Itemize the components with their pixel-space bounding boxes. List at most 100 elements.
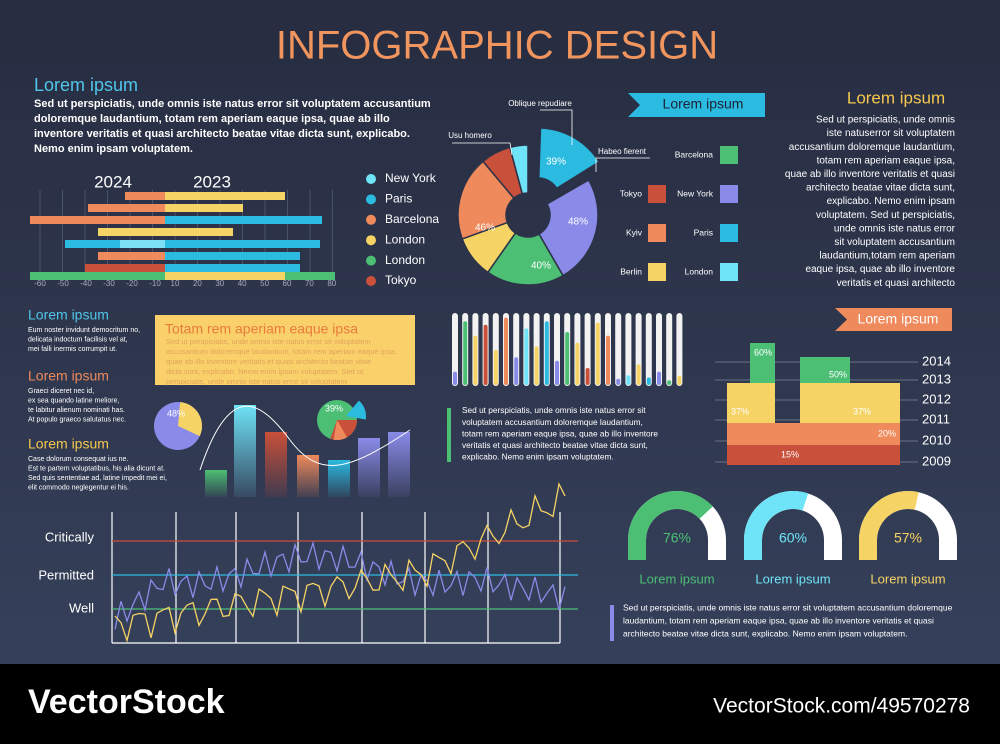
pill [656, 313, 662, 386]
text-line: Nemo enim ipsam voluptatem. [34, 143, 193, 155]
legend-dot [366, 194, 376, 205]
callout-label: Usu homero [448, 131, 492, 140]
year-label: 2011 [922, 411, 950, 426]
year-label: 2010 [922, 432, 951, 447]
year-label: 2012 [922, 391, 951, 406]
tick-label: 50 [260, 279, 269, 288]
bar [85, 264, 165, 272]
stack-block [727, 383, 775, 423]
text-line: Sed quis sententiae ad, latine impedit m… [28, 475, 167, 482]
mini-label: 39% [325, 403, 343, 413]
accent-bar [447, 408, 451, 462]
gauge-arc-foot [744, 540, 762, 560]
donut-segment [508, 144, 529, 195]
stack-label: 15% [781, 449, 799, 459]
footer-band [0, 664, 1000, 744]
text-line: Sed ut perspiciatis, unde omnis iste nat… [34, 98, 431, 110]
text-line: Sed ut perspiciatis, unde omnis iste nat… [462, 405, 646, 415]
legend-swatch [648, 263, 666, 281]
pill-fill [453, 371, 457, 385]
tick-label: 10 [171, 279, 180, 288]
text-line: Sed ut perspiciatis, unde omnis iste nat… [623, 602, 953, 612]
gauge-arc-foot [859, 540, 877, 560]
gauge-arc [744, 491, 809, 540]
stack-label: 50% [829, 369, 847, 379]
bar [65, 240, 320, 248]
gauge-arc-foot [628, 540, 646, 560]
level-label: Permitted [38, 567, 94, 582]
stack-block [750, 343, 775, 383]
image-id: VectorStock.com/49570278 [713, 695, 970, 718]
text-line: architecto beatae vitae dicta sunt, expl… [623, 628, 907, 638]
legend-swatch [720, 224, 738, 242]
pill-fill [616, 378, 621, 385]
legend-swatch [720, 146, 738, 164]
stack-block [727, 445, 900, 465]
text-line: Est te partem voluptatibus, his alia dic… [28, 465, 165, 472]
pill [584, 313, 591, 386]
tick-label: -30 [103, 279, 115, 288]
gauge-track [708, 540, 726, 560]
legend-swatch [648, 224, 666, 242]
legend-swatch [720, 263, 738, 281]
text-line: doloremque laudantium, totam rem aperiam… [34, 113, 390, 125]
tick-label: 40 [238, 279, 247, 288]
title: INFOGRAPHIC DESIGN [276, 24, 718, 68]
text-line: sit voluptatem accusantium [834, 237, 955, 248]
year-label: 2009 [922, 453, 951, 468]
tick-label: -40 [80, 279, 92, 288]
legend-dot [366, 235, 376, 246]
gauge-track [939, 540, 957, 560]
legend-dot [366, 214, 376, 225]
bar [165, 204, 243, 212]
year-label: 2023 [193, 172, 231, 191]
pill-fill [606, 335, 610, 385]
mini-curve [199, 405, 411, 471]
legend-swatch [648, 185, 666, 203]
bar [125, 192, 165, 200]
donut-label: 40% [531, 261, 551, 272]
legend-label: London [385, 232, 425, 246]
legend-dot [366, 276, 376, 286]
donut-segment [537, 127, 601, 190]
bar [165, 264, 300, 272]
tick-label: 70 [305, 279, 314, 288]
pill-fill [595, 322, 600, 385]
text-line: voluptatem accusantium doloremque laudan… [462, 417, 643, 427]
stack-block [800, 357, 850, 383]
callout-line [595, 157, 650, 172]
year-label: 2014 [922, 353, 951, 368]
pill [645, 313, 652, 386]
tick-label: -50 [57, 279, 69, 288]
bar [165, 216, 322, 224]
year-label: 2013 [922, 371, 951, 386]
text-line: Case dolorum consequat ius ne. [28, 456, 128, 463]
bar [98, 252, 165, 260]
legend-label: London [685, 266, 714, 276]
callout-line [452, 142, 513, 156]
banner [628, 93, 765, 117]
text-line: delicata indoctum facilisis vel at, [28, 336, 128, 343]
stack-block [727, 423, 900, 445]
pill-fill [504, 317, 508, 385]
mini-bar-fade [297, 455, 319, 497]
note-heading: Lorem ipsum [28, 436, 109, 452]
legend-dot [366, 255, 376, 266]
mini-pie [333, 420, 347, 441]
bar [165, 252, 300, 260]
stack-label: 37% [853, 406, 871, 416]
mini-bar-fade [265, 432, 287, 497]
pill-fill [585, 368, 590, 385]
legend-label: New York [677, 188, 714, 198]
mini-bar-fade [388, 432, 410, 497]
donut-label: 39% [546, 157, 566, 168]
note-heading: Lorem ipsum [28, 307, 109, 323]
pill [615, 313, 622, 386]
brand: VectorStock [28, 683, 225, 721]
donut-segment [457, 160, 515, 240]
stack-label: 60% [754, 347, 772, 357]
text-line: quae ab illo inventore veritatis et quas… [166, 357, 371, 366]
bar [165, 192, 285, 200]
pill-fill [667, 380, 672, 385]
banner-text: Lorem ipsum [858, 311, 939, 327]
